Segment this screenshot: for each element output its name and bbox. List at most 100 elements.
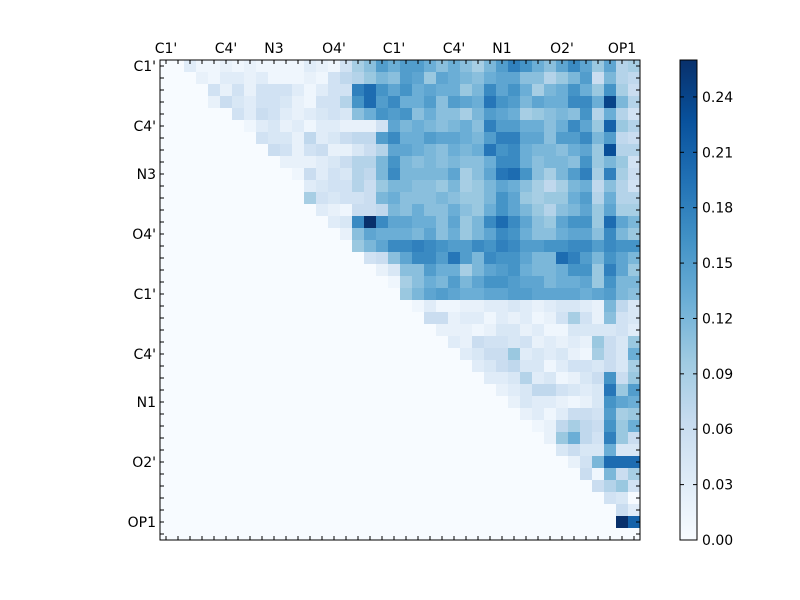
heatmap-cell — [436, 420, 449, 433]
heatmap-cell — [448, 276, 461, 289]
heatmap-cell — [376, 480, 389, 493]
heatmap-cell — [220, 180, 233, 193]
heatmap-cell — [400, 348, 413, 361]
heatmap-cell — [184, 336, 197, 349]
heatmap-cell — [304, 420, 317, 433]
heatmap-cell — [628, 108, 641, 121]
heatmap-cell — [232, 168, 245, 181]
heatmap-cell — [520, 120, 533, 133]
heatmap-cell — [244, 408, 257, 421]
heatmap-cell — [520, 528, 533, 541]
heatmap-cell — [448, 240, 461, 253]
heatmap-cell — [208, 276, 221, 289]
heatmap-cell — [316, 360, 329, 373]
heatmap-cell — [160, 204, 173, 217]
heatmap-cell — [256, 492, 269, 505]
heatmap-cell — [376, 120, 389, 133]
heatmap-cell — [556, 528, 569, 541]
heatmap-cell — [472, 480, 485, 493]
heatmap-cell — [280, 84, 293, 97]
heatmap-cell — [292, 96, 305, 109]
heatmap-cell — [520, 60, 533, 73]
heatmap-cell — [292, 156, 305, 169]
heatmap-cell — [496, 288, 509, 301]
heatmap-cell — [436, 60, 449, 73]
heatmap-cell — [532, 156, 545, 169]
heatmap-cell — [172, 180, 185, 193]
heatmap-cell — [484, 516, 497, 529]
heatmap-cell — [532, 492, 545, 505]
heatmap-cell — [616, 60, 629, 73]
heatmap-cell — [412, 144, 425, 157]
heatmap-cell — [592, 264, 605, 277]
heatmap-cell — [592, 444, 605, 457]
heatmap-cell — [472, 96, 485, 109]
heatmap-cell — [520, 516, 533, 529]
heatmap-cell — [556, 300, 569, 313]
heatmap-cell — [376, 528, 389, 541]
colorbar-tick-label: 0.15 — [702, 256, 733, 272]
heatmap-cell — [580, 216, 593, 229]
heatmap-cell — [304, 72, 317, 85]
heatmap-cell — [484, 492, 497, 505]
heatmap-cell — [604, 204, 617, 217]
heatmap-cell — [220, 456, 233, 469]
heatmap-cell — [556, 144, 569, 157]
heatmap-cell — [160, 504, 173, 517]
heatmap-cell — [256, 468, 269, 481]
heatmap-cell — [352, 468, 365, 481]
heatmap-cell — [604, 432, 617, 445]
heatmap-cell — [388, 480, 401, 493]
heatmap-cell — [508, 360, 521, 373]
heatmap-cell — [208, 180, 221, 193]
heatmap-cell — [616, 456, 629, 469]
heatmap-cell — [628, 384, 641, 397]
heatmap-cell — [208, 120, 221, 133]
heatmap-cell — [196, 432, 209, 445]
heatmap-cell — [424, 84, 437, 97]
heatmap-cell — [388, 528, 401, 541]
heatmap-cell — [436, 336, 449, 349]
heatmap-cell — [412, 396, 425, 409]
heatmap-cell — [268, 456, 281, 469]
heatmap-cell — [160, 144, 173, 157]
heatmap-cell — [496, 156, 509, 169]
heatmap-cell — [520, 204, 533, 217]
heatmap-cell — [376, 240, 389, 253]
heatmap-cell — [556, 336, 569, 349]
heatmap-cell — [352, 180, 365, 193]
heatmap-cell — [400, 240, 413, 253]
heatmap-cell — [244, 468, 257, 481]
plot-frame — [159, 59, 641, 541]
heatmap-cell — [604, 348, 617, 361]
heatmap-cell — [460, 480, 473, 493]
heatmap-cell — [460, 336, 473, 349]
heatmap-cell — [580, 300, 593, 313]
heatmap-cell — [460, 120, 473, 133]
heatmap-cell — [220, 468, 233, 481]
heatmap-cell — [460, 156, 473, 169]
heatmap-cell — [388, 288, 401, 301]
heatmap-cell — [448, 96, 461, 109]
heatmap-cell — [268, 120, 281, 133]
heatmap-cell — [388, 216, 401, 229]
heatmap-cell — [436, 144, 449, 157]
heatmap-cell — [220, 336, 233, 349]
heatmap-cell — [580, 408, 593, 421]
heatmap-cell — [472, 252, 485, 265]
heatmap-cell — [388, 132, 401, 145]
heatmap-cell — [376, 228, 389, 241]
heatmap-cell — [496, 492, 509, 505]
heatmap-cell — [532, 180, 545, 193]
heatmap-cell — [244, 144, 257, 157]
heatmap-cell — [544, 168, 557, 181]
heatmap-cell — [556, 132, 569, 145]
heatmap-cell — [328, 384, 341, 397]
heatmap-cell — [520, 384, 533, 397]
heatmap-cell — [460, 516, 473, 529]
heatmap-cell — [352, 288, 365, 301]
heatmap-cell — [256, 180, 269, 193]
heatmap-cell — [484, 504, 497, 517]
heatmap-cell — [424, 384, 437, 397]
heatmap-cell — [316, 516, 329, 529]
